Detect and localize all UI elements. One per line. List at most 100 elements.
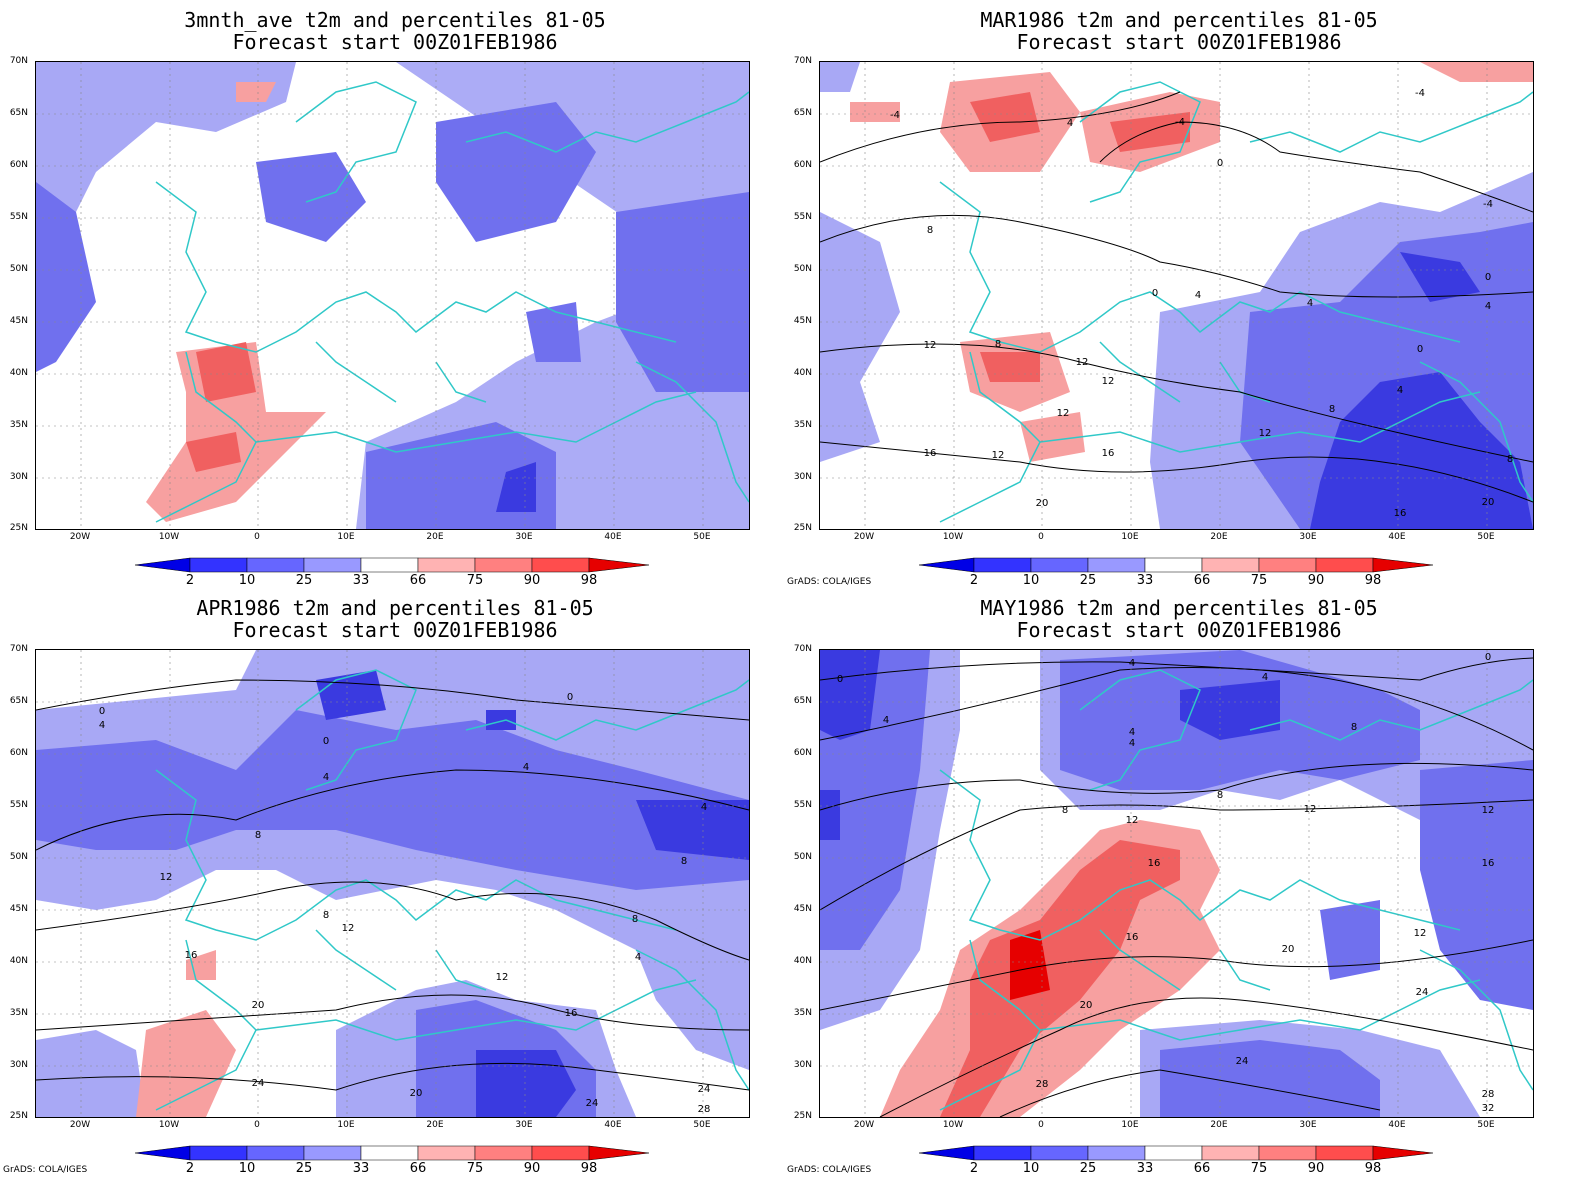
colorbar (919, 1145, 1434, 1161)
map-panel-2: MAR1986 t2m and percentiles 81-05 Foreca… (784, 0, 1574, 590)
colorbar-label: 90 (1307, 573, 1325, 588)
lon-label: 20E (1210, 532, 1228, 542)
panel-title-line2: Forecast start 00Z01FEB1986 (232, 30, 558, 54)
contour-label: -4 (890, 110, 900, 121)
contour-label: -4 (1483, 199, 1493, 210)
contour-label: 8 (1507, 454, 1513, 465)
lon-label: 50E (693, 532, 711, 542)
lon-label: 40E (604, 532, 622, 542)
contour-label: 4 (1067, 118, 1073, 129)
colorbar-label: 33 (1136, 1161, 1154, 1176)
contour-label: 20 (1080, 1000, 1093, 1011)
colorbar-label: 25 (295, 573, 313, 588)
contour-label: 12 (496, 972, 509, 983)
contour-label: -4 (1415, 88, 1425, 99)
map-svg: 0 4 4 4 4 8 8 8 12 12 16 16 20 20 24 24 … (820, 650, 1533, 1117)
lon-label: 20E (426, 532, 444, 542)
contour-label: 4 (1129, 727, 1135, 738)
contour-label: 8 (1062, 805, 1068, 816)
contour-label: 4 (323, 772, 329, 783)
colorbar-label: 98 (580, 573, 598, 588)
contour-label: 4 (1195, 290, 1201, 301)
lon-label: 50E (693, 1120, 711, 1130)
contour-label: 20 (410, 1088, 423, 1099)
contour-label: 24 (1236, 1056, 1249, 1067)
colorbar-label: 90 (523, 573, 541, 588)
contour-label: 0 (323, 736, 329, 747)
lat-label: 55N (793, 212, 812, 222)
grads-credit: GrADS: COLA/IGES (787, 1165, 872, 1175)
panel-title-line1: 3mnth_ave t2m and percentiles 81-05 (184, 8, 606, 32)
contour-label: 16 (924, 448, 937, 459)
colorbar-label: 10 (1022, 1161, 1040, 1176)
lat-label: 65N (793, 108, 812, 118)
contour-label: 16 (565, 1008, 578, 1019)
map-svg (36, 62, 749, 529)
contour-label: -4 (1175, 117, 1185, 128)
lat-label: 30N (9, 472, 28, 482)
colorbar-label: 98 (1364, 1161, 1382, 1176)
lat-label: 45N (793, 904, 812, 914)
contour-label: 4 (1307, 298, 1313, 309)
grads-credit: GrADS: COLA/IGES (787, 577, 872, 587)
contour-label: 16 (1102, 448, 1115, 459)
colorbar-label: 75 (466, 573, 484, 588)
contour-label: 28 (698, 1104, 711, 1115)
lon-label: 40E (1388, 1120, 1406, 1130)
colorbar-label: 98 (1364, 573, 1382, 588)
lon-label: 10E (1121, 1120, 1139, 1130)
colorbar (135, 557, 650, 573)
colorbar-label: 33 (352, 1161, 370, 1176)
colorbar-label: 10 (1022, 573, 1040, 588)
contour-label: 0 (1485, 652, 1491, 663)
contour-label: 12 (342, 923, 355, 934)
contour-label: 20 (1282, 944, 1295, 955)
lon-label: 30E (1299, 532, 1317, 542)
contour-label: 12 (1076, 357, 1089, 368)
contour-label: 4 (1129, 658, 1135, 669)
grads-credit: GrADS: COLA/IGES (3, 1165, 88, 1175)
lon-label: 40E (1388, 532, 1406, 542)
colorbar-label: 2 (185, 573, 195, 588)
contour-label: 0 (1152, 288, 1158, 299)
lon-label: 20W (69, 532, 91, 542)
contour-label: 8 (255, 830, 261, 841)
contour-label: 8 (632, 914, 638, 925)
lat-label: 65N (9, 108, 28, 118)
colorbar-label: 33 (352, 573, 370, 588)
lat-label: 50N (793, 264, 812, 274)
lat-label: 25N (793, 523, 812, 533)
lon-label: 10W (942, 1120, 964, 1130)
lat-label: 40N (9, 368, 28, 378)
colorbar-label: 66 (1193, 1161, 1211, 1176)
colorbar-label: 75 (1250, 573, 1268, 588)
map-plot-area: 0 4 0 0 4 8 4 4 8 12 8 12 12 16 16 20 24… (35, 649, 750, 1118)
colorbar-label: 66 (409, 573, 427, 588)
contour-label: 12 (1126, 815, 1139, 826)
lat-label: 65N (793, 696, 812, 706)
colorbar-label: 66 (409, 1161, 427, 1176)
colorbar-label: 90 (1307, 1161, 1325, 1176)
map-plot-area (35, 61, 750, 530)
contour-label: 20 (1482, 497, 1495, 508)
lon-label: 40E (604, 1120, 622, 1130)
lat-label: 65N (9, 696, 28, 706)
lat-label: 45N (793, 316, 812, 326)
lat-label: 70N (9, 644, 28, 654)
contour-label: 16 (1482, 858, 1495, 869)
map-panel-4: MAY1986 t2m and percentiles 81-05 Foreca… (784, 588, 1574, 1178)
colorbar-label: 25 (1079, 573, 1097, 588)
lat-label: 35N (793, 420, 812, 430)
lat-label: 40N (793, 368, 812, 378)
colorbar-label: 75 (1250, 1161, 1268, 1176)
colorbar (919, 557, 1434, 573)
map-panel-3: APR1986 t2m and percentiles 81-05 Foreca… (0, 588, 790, 1178)
contour-label: 12 (1057, 408, 1070, 419)
contour-label: 4 (883, 715, 889, 726)
lon-label: 10W (942, 532, 964, 542)
panel-title-line1: MAR1986 t2m and percentiles 81-05 (980, 8, 1378, 32)
lon-label: 0 (254, 1120, 260, 1130)
contour-label: 8 (1329, 404, 1335, 415)
lat-label: 55N (9, 212, 28, 222)
colorbar-label: 66 (1193, 573, 1211, 588)
